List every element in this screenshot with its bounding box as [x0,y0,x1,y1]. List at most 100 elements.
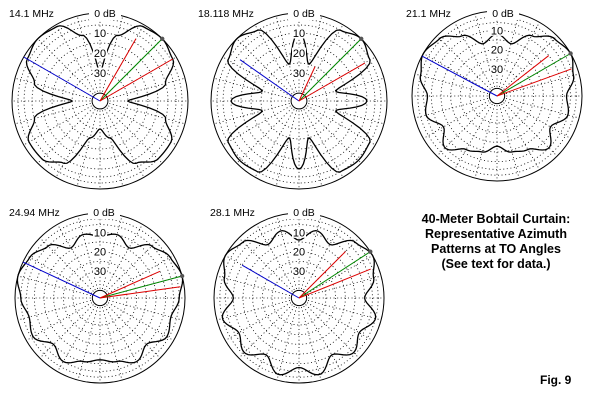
ring-label: 30 [293,68,305,80]
frequency-label: 28.1 MHz [210,207,255,219]
grid-ring [430,29,564,163]
grid-spoke [254,24,295,93]
zero-db-label: 0 dB [293,207,315,219]
top-label-bg [88,207,120,219]
grid-spoke [303,109,344,178]
inner-ring [91,289,109,307]
frequency-label: 21.1 MHz [406,8,451,20]
ring-label: 20 [293,247,305,259]
polar-chart-1: 10 20 30 14.1 MHz 0 dB [9,8,189,190]
grid-spoke [14,77,91,99]
pattern-curve [221,229,377,376]
max-marker-dot [568,51,573,56]
grid-spoke [102,110,124,187]
grid-ring [260,62,338,140]
grid-ring [62,260,138,336]
green-guide-line [99,38,163,102]
figure-number: Fig. 9 [540,373,572,387]
polar-chart-4: 10 20 30 24.94 MHz 0 dB [9,207,186,384]
blue-guide-line [239,59,300,102]
ring-label: 10 [94,227,106,239]
ring-label-bg [292,47,306,59]
pattern-curve [25,25,175,164]
grid-spoke [14,103,91,125]
grid-ring [261,260,337,336]
top-label-bg [288,207,320,219]
grid-spoke [301,110,323,187]
ring-label-bg [292,226,306,238]
grid-spoke [307,275,382,296]
green-guide-line [298,38,362,102]
grid-ring [459,58,535,134]
grid-ring [26,224,174,372]
inner-ring [290,289,308,307]
green-guide-line [99,275,183,299]
grid-spoke [108,105,177,146]
grid-spoke [222,105,291,146]
grid-spoke [307,300,382,321]
grid-spoke [236,107,293,164]
grid-spoke [275,15,297,92]
max-marker-dot [359,36,364,41]
zero-db-label: 0 dB [492,8,514,20]
grid-spoke [55,109,96,178]
ring-label-bg [292,265,306,277]
zero-db-label: 0 dB [293,8,315,20]
grid-spoke [303,24,344,93]
grid-ring [51,52,149,150]
grid-spoke [104,24,145,93]
grid-spoke [17,275,92,296]
grid-spoke [454,103,493,170]
max-marker-dot [160,36,165,41]
figure-caption: 40-Meter Bobtail Curtain: Representative… [400,212,592,272]
top-label-bg [89,8,121,20]
grid-spoke [26,255,93,294]
inner-ring [488,87,506,105]
grid-spoke [55,24,96,93]
ring-label: 10 [94,28,106,40]
grid-spoke [305,107,362,164]
red-guide-line [298,66,316,102]
grid-ring [219,218,379,378]
polar-chart-2: 10 20 30 18.118 MHz 0 dB [198,8,388,190]
grid-spoke [423,53,490,92]
red-guide-line [496,68,572,97]
ring-label: 20 [293,48,305,60]
grid-ring [250,52,348,150]
ring-label: 10 [293,28,305,40]
grid-spoke [216,275,291,296]
grid-spoke [236,38,293,95]
red-guide-line [99,270,161,299]
max-marker-dot [368,249,373,254]
ring-label-bg [490,44,504,56]
grid-spoke [102,15,124,92]
grid-ring [33,231,167,365]
top-label-bg [487,8,519,20]
pattern-curve [16,233,184,364]
grid-spoke [499,104,520,179]
grid-spoke [308,103,385,125]
ring-label-bg [292,27,306,39]
zero-db-label: 0 dB [94,8,116,20]
ring-label-bg [292,246,306,258]
frequency-label: 24.94 MHz [9,207,60,219]
grid-ring [23,24,177,178]
caption-line: Patterns at TO Angles [431,242,561,256]
max-marker-dot [179,273,185,279]
grid-spoke [301,15,323,92]
grid-spoke [216,300,291,321]
red-guide-line [99,38,137,102]
grid-spoke [254,109,295,178]
polar-chart-3: 10 20 30 21.1 MHz 0 dB [406,8,583,182]
grid-ring [41,42,159,160]
blue-guide-line [23,56,101,102]
grid-spoke [504,100,571,139]
grid-ring [61,62,139,140]
zero-db-label: 0 dB [93,207,115,219]
ring-label-bg [93,226,107,238]
blue-guide-line [421,55,498,97]
top-label-bg [288,8,320,20]
grid-spoke [303,305,342,372]
ring-label: 30 [94,266,106,278]
